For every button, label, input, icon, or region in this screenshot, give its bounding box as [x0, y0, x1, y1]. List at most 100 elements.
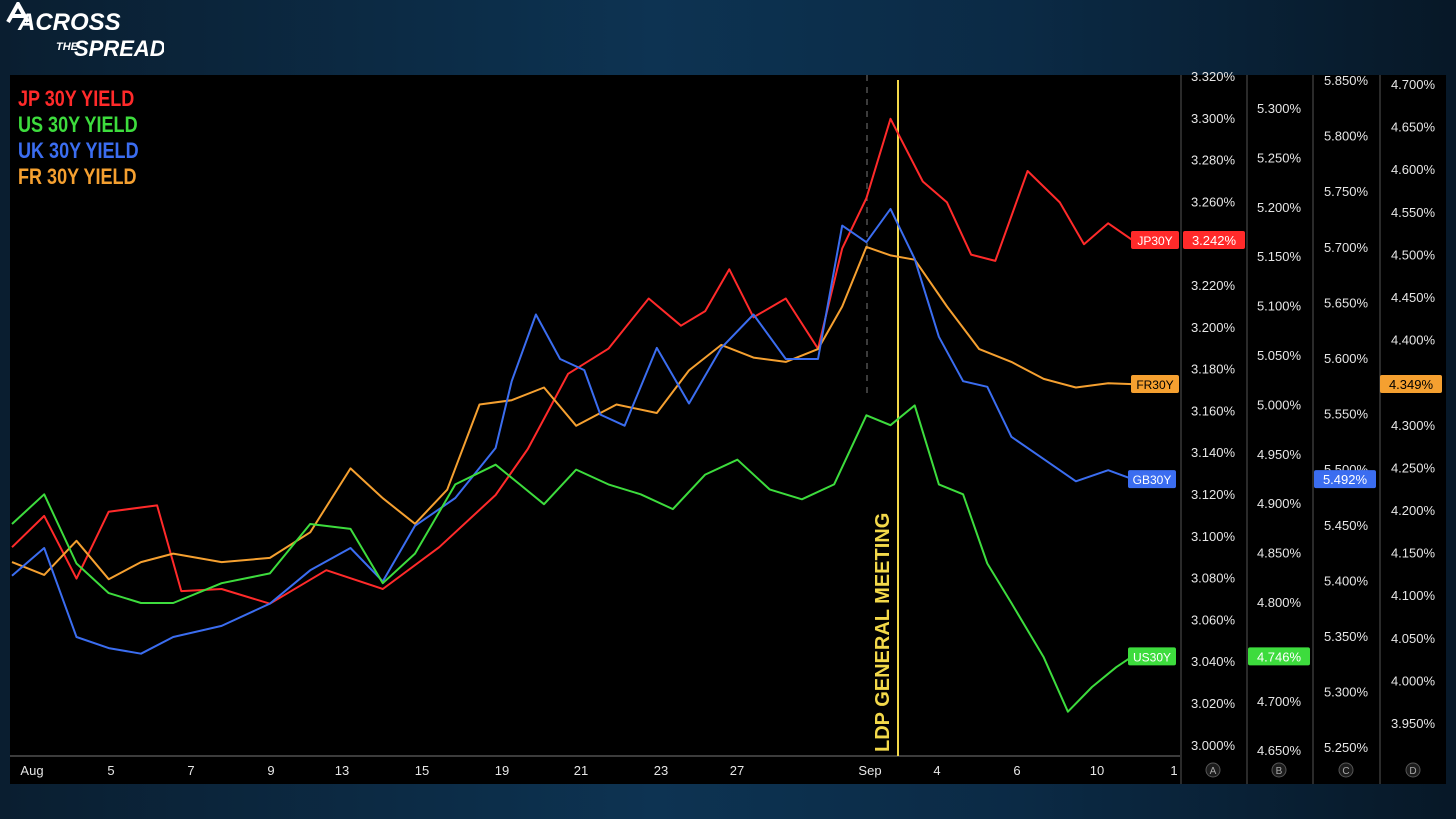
axis-A-tick: 3.120% [1191, 487, 1236, 502]
axis-separators [10, 75, 1381, 784]
axis-B-tick: 5.200% [1257, 200, 1302, 215]
axis-B-tick: 5.100% [1257, 299, 1302, 314]
axis-D-tick: 4.100% [1391, 588, 1436, 603]
series-line-us [11, 404, 1133, 713]
axis-C-tick: 5.600% [1324, 351, 1369, 366]
axis-C-tick: 5.650% [1324, 295, 1369, 310]
axis-A-tick: 3.320% [1191, 69, 1236, 84]
chart-background [10, 75, 1446, 784]
axis-C-tick: 5.550% [1324, 407, 1369, 422]
last-value-tags: JP30Y 3.242% FR30Y 4.349% GB30Y 5.492% US30Y 4.… [1128, 231, 1442, 666]
axis-D-tick: 4.550% [1391, 205, 1436, 220]
axis-B-tick: 4.650% [1257, 743, 1302, 758]
axis-A-badge [1205, 762, 1221, 778]
axis-B-tick: 5.050% [1257, 348, 1302, 363]
axis-A-tick: 3.000% [1191, 738, 1236, 753]
axis-B-tick: 4.900% [1257, 496, 1302, 511]
axis-A-tick: 3.060% [1191, 612, 1236, 627]
axis-B-tick: 5.000% [1257, 397, 1302, 412]
value-tag-us [1248, 647, 1310, 666]
axis-C-tick: 5.300% [1324, 685, 1369, 700]
axis-B-tick: 5.150% [1257, 249, 1302, 264]
axis-A-tick: 3.100% [1191, 529, 1236, 544]
axis-C-tick: 5.700% [1324, 240, 1369, 255]
series-tag-label-jp: JP30Y [1137, 234, 1172, 248]
axis-C-badge [1338, 762, 1354, 778]
x-tick-label: 4 [933, 763, 940, 778]
legend-item-1: US 30Y YIELD [18, 113, 138, 137]
axis-D-tick: 4.650% [1391, 120, 1436, 135]
x-tick-label: 9 [267, 763, 274, 778]
axis-C-tick: 5.400% [1324, 573, 1369, 588]
axis-C-tick: 5.850% [1324, 73, 1369, 88]
axis-B-tick: 4.950% [1257, 447, 1302, 462]
axis-A-tick: 3.160% [1191, 403, 1236, 418]
axis-A-tick: 3.140% [1191, 445, 1236, 460]
x-tick-label: 1 [1170, 763, 1177, 778]
axis-A-tick: 3.220% [1191, 278, 1236, 293]
across-the-spread-logo: ACROSS THE SPREAD [6, 2, 164, 61]
axis-C-tick: 5.250% [1324, 740, 1369, 755]
axis-D-tick: 4.500% [1391, 247, 1436, 262]
series-tag-label-uk: GB30Y [1133, 473, 1172, 487]
axis-A-tick: 3.260% [1191, 194, 1236, 209]
axis-B-tick: 4.850% [1257, 546, 1302, 561]
axis-D-tick: 4.450% [1391, 290, 1436, 305]
axis-A-tick: 3.020% [1191, 696, 1236, 711]
series-line-uk [11, 207, 1133, 655]
logo-arrow-icon [6, 2, 30, 23]
axis-A-tick: 3.040% [1191, 654, 1236, 669]
value-tag-label-us: 4.746% [1257, 649, 1302, 664]
axis-B-badge [1271, 762, 1287, 778]
axis-D-tick: 4.150% [1391, 546, 1436, 561]
axis-D-badge [1405, 762, 1421, 778]
value-tag-label-uk: 5.492% [1323, 472, 1368, 487]
logo-word-spread: SPREAD [74, 36, 164, 61]
axis-A-tick: 3.180% [1191, 362, 1236, 377]
logo-word-across: ACROSS [17, 9, 121, 36]
logo-word-the: THE [56, 41, 79, 53]
series-tag-fr [1131, 375, 1179, 394]
axis-A-tick: 3.300% [1191, 111, 1236, 126]
axis-D-tick: 4.000% [1391, 673, 1436, 688]
series-tag-label-us: US30Y [1133, 650, 1171, 664]
value-tag-label-jp: 3.242% [1192, 233, 1237, 248]
x-tick-label: 27 [730, 763, 744, 778]
axis-A-badge-label: A [1210, 766, 1217, 777]
axis-B-tick: 4.800% [1257, 595, 1302, 610]
price-axes: 3.320%3.300%3.280%3.260%3.240%3.220%3.20… [1191, 69, 1436, 778]
x-tick-label: Sep [858, 763, 881, 778]
x-tick-label: 5 [107, 763, 114, 778]
legend-item-3: FR 30Y YIELD [18, 165, 137, 189]
axis-C-tick: 5.750% [1324, 184, 1369, 199]
axis-D-tick: 4.400% [1391, 333, 1436, 348]
axis-C-badge-label: C [1342, 766, 1349, 777]
x-tick-label: 10 [1090, 763, 1104, 778]
axis-B-tick: 5.300% [1257, 101, 1302, 116]
legend-item-2: UK 30Y YIELD [18, 139, 139, 163]
x-tick-label: 6 [1013, 763, 1020, 778]
series-tag-uk [1128, 470, 1176, 489]
axis-D-tick: 3.950% [1391, 716, 1436, 731]
value-tag-uk [1314, 470, 1376, 489]
series-tag-jp [1131, 231, 1179, 250]
time-axis: Aug 5 7 9 13 15 19 21 23 27 Sep 4 6 10 1 [20, 763, 1177, 778]
axis-A-tick: 3.280% [1191, 153, 1236, 168]
axis-B-tick: 5.250% [1257, 150, 1302, 165]
axis-D-tick: 4.600% [1391, 162, 1436, 177]
axis-C-tick: 5.800% [1324, 129, 1369, 144]
series-tag-label-fr: FR30Y [1136, 378, 1173, 392]
value-tag-fr [1380, 375, 1442, 394]
series-line-fr [11, 245, 1133, 581]
value-tag-label-fr: 4.349% [1389, 377, 1434, 392]
x-tick-label: 23 [654, 763, 668, 778]
axis-D-tick: 4.200% [1391, 503, 1436, 518]
axis-D-badge-label: D [1409, 766, 1416, 777]
value-tag-jp [1183, 231, 1245, 250]
axis-D-tick: 4.700% [1391, 77, 1436, 92]
axis-D-tick: 4.300% [1391, 418, 1436, 433]
axis-C-tick: 5.350% [1324, 629, 1369, 644]
x-tick-label: 21 [574, 763, 588, 778]
